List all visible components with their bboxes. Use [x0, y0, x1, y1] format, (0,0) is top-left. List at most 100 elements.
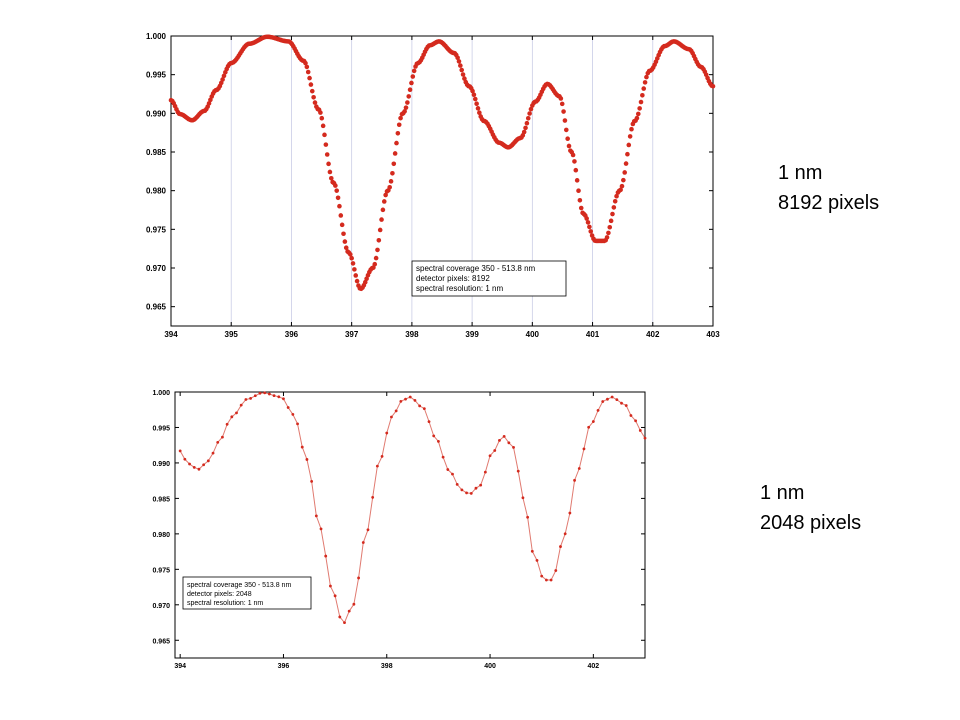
x-tick-label: 400: [526, 330, 540, 339]
data-point: [343, 621, 346, 625]
data-point: [253, 394, 257, 398]
data-point: [324, 152, 330, 157]
x-tick-label: 396: [285, 330, 299, 339]
data-point: [349, 255, 354, 261]
data-point: [335, 195, 341, 201]
data-point: [577, 198, 583, 203]
y-tick-label: 1.000: [146, 32, 167, 41]
data-point: [326, 161, 331, 167]
x-tick-label: 402: [646, 330, 660, 339]
legend-text: spectral coverage 350 - 513.8 nm: [187, 582, 291, 589]
data-point: [329, 584, 332, 588]
y-tick-label: 0.980: [152, 532, 170, 539]
y-tick-label: 0.975: [146, 225, 167, 234]
y-tick-label: 0.980: [146, 187, 167, 196]
data-point: [338, 213, 344, 218]
data-point: [607, 224, 613, 230]
data-point: [394, 409, 398, 413]
data-point: [578, 205, 584, 211]
data-point: [620, 401, 623, 405]
data-point: [197, 467, 201, 471]
data-point: [615, 398, 619, 402]
data-point: [576, 188, 581, 194]
data-point: [606, 397, 609, 401]
data-point: [225, 422, 229, 426]
y-tick-label: 0.990: [152, 461, 170, 468]
data-point: [606, 230, 611, 236]
data-point: [472, 96, 478, 102]
data-point: [604, 235, 610, 240]
data-point: [388, 179, 394, 184]
annotation-resolution: 1 nm: [778, 162, 823, 184]
data-point: [710, 83, 716, 89]
data-point: [263, 391, 267, 395]
data-point: [300, 445, 304, 449]
data-point: [323, 142, 329, 147]
data-point: [475, 106, 481, 111]
data-point: [627, 134, 633, 139]
data-point: [498, 438, 501, 442]
data-point: [178, 449, 182, 453]
data-point: [427, 420, 431, 424]
data-point: [395, 130, 401, 136]
data-point: [244, 398, 248, 401]
data-point: [621, 177, 626, 183]
data-point: [451, 472, 454, 476]
data-point: [327, 169, 333, 175]
x-tick-label: 394: [164, 330, 178, 339]
data-point: [357, 576, 360, 580]
data-point: [361, 541, 365, 544]
data-point: [535, 558, 539, 562]
data-point: [348, 252, 353, 257]
data-point: [512, 446, 515, 449]
data-point: [527, 111, 532, 116]
data-point: [474, 101, 479, 107]
data-point: [587, 224, 592, 230]
data-point: [540, 574, 544, 578]
data-point: [322, 132, 327, 138]
data-point: [568, 511, 572, 515]
data-point: [493, 449, 497, 452]
data-point: [328, 175, 334, 181]
data-point: [528, 106, 534, 112]
data-point: [471, 92, 477, 97]
data-point: [380, 455, 384, 458]
data-point: [640, 93, 645, 98]
data-point: [596, 409, 600, 412]
data-point: [371, 496, 375, 499]
data-point: [456, 59, 462, 64]
data-point: [437, 440, 440, 443]
data-point: [375, 247, 380, 253]
chart-2048-pixels: 394 396 398 400 402 1.000 0.995 0.990 0.985 0.980…: [152, 390, 647, 670]
data-point: [211, 451, 215, 455]
x-tick-label: 397: [345, 330, 359, 339]
data-point: [399, 399, 403, 403]
data-point: [341, 231, 346, 237]
data-point: [183, 457, 187, 461]
data-point: [622, 170, 627, 175]
data-point: [559, 545, 562, 548]
data-point: [409, 80, 414, 86]
x-tick-label: 399: [465, 330, 479, 339]
data-point: [305, 458, 309, 461]
data-point: [305, 69, 311, 75]
data-point: [558, 96, 564, 101]
chart-8192-pixels: 394 395 396 397 398 399 400 401 402 403 1.000 0.995…: [146, 32, 720, 339]
data-point: [422, 407, 426, 411]
data-point: [637, 106, 642, 111]
data-point: [319, 527, 323, 531]
data-point: [188, 462, 191, 466]
data-point: [319, 115, 325, 121]
data-point: [391, 161, 397, 167]
data-point: [483, 470, 487, 474]
data-point: [352, 602, 356, 606]
data-point: [192, 466, 196, 469]
data-point: [432, 434, 436, 438]
data-point: [314, 514, 318, 518]
data-point: [502, 434, 506, 438]
data-point: [469, 492, 473, 495]
data-point: [372, 261, 378, 267]
data-point: [634, 419, 638, 423]
data-point: [392, 151, 398, 156]
y-tick-label: 0.990: [146, 109, 167, 118]
